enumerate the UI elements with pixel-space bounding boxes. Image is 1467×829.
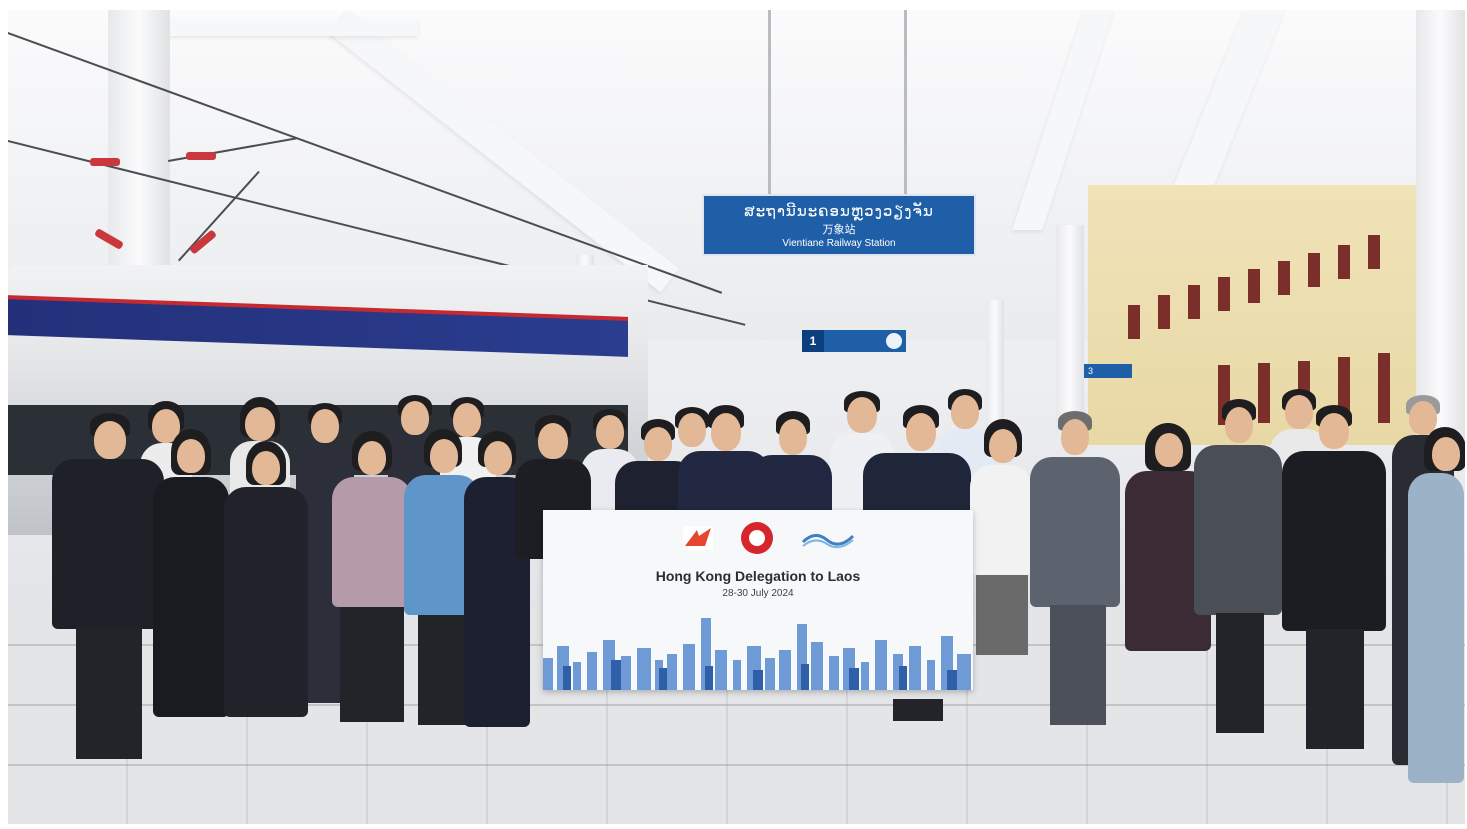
sign-hanger: [904, 10, 907, 194]
station-sign-chinese: 万象站: [822, 224, 856, 236]
hong-kong-skyline: [543, 618, 971, 690]
partner-logo: [801, 534, 855, 549]
delegation-group: [8, 389, 1465, 785]
platform-pillar: [1056, 225, 1084, 435]
hksar-emblem: [741, 522, 773, 554]
platform-pillar: [1416, 10, 1465, 450]
banner-dates: 28-30 July 2024: [722, 588, 794, 599]
station-sign-english: Vientiane Railway Station: [782, 238, 896, 249]
platform-number: 1: [802, 330, 824, 352]
delegation-banner: Hong Kong Delegation to Laos 28-30 July …: [543, 510, 973, 690]
canopy-beam: [158, 20, 418, 36]
platform-number-sign-far: 3: [1084, 364, 1132, 378]
hktdc-logo: [683, 526, 713, 550]
station-building: [1088, 185, 1418, 445]
clock-icon: [886, 333, 902, 349]
station-name-sign: ສະຖານີນະຄອນຫຼວງວຽງຈັນ 万象站 Vientiane Rail…: [702, 194, 976, 256]
delegation-photo: ສະຖານີນະຄອນຫຼວງວຽງຈັນ 万象站 Vientiane Rail…: [8, 10, 1465, 824]
station-sign-lao: ສະຖານີນະຄອນຫຼວງວຽງຈັນ: [744, 203, 934, 220]
platform-pillar: [986, 300, 1004, 430]
wire-insulator: [186, 152, 216, 160]
platform-pillar: [108, 10, 170, 300]
platform-number-sign: 1: [802, 330, 906, 352]
banner-title: Hong Kong Delegation to Laos: [655, 568, 861, 584]
sign-hanger: [768, 10, 771, 194]
wire-insulator: [90, 158, 120, 166]
